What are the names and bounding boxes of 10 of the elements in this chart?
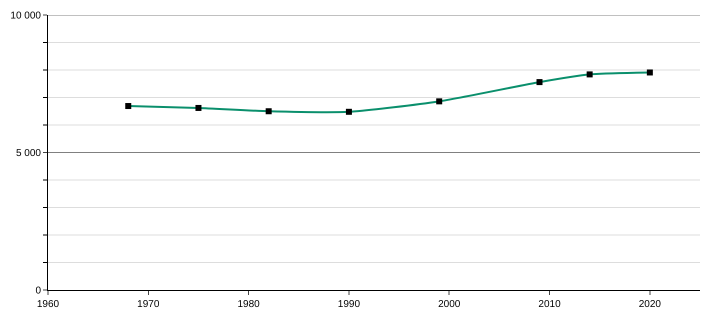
x-tick-label: 1980 <box>237 299 260 310</box>
y-tick-label: 5 000 <box>16 148 42 159</box>
x-tick-label: 2010 <box>538 299 562 310</box>
x-tick-label: 1970 <box>137 299 160 310</box>
y-tick-label: 0 <box>35 286 42 296</box>
x-tick-label: 2020 <box>638 299 662 310</box>
x-tick-label: 2000 <box>438 299 461 310</box>
y-tick-label: 10 000 <box>10 10 42 22</box>
x-tick-label: 1960 <box>36 299 60 310</box>
x-tick-label: 1990 <box>338 299 360 310</box>
